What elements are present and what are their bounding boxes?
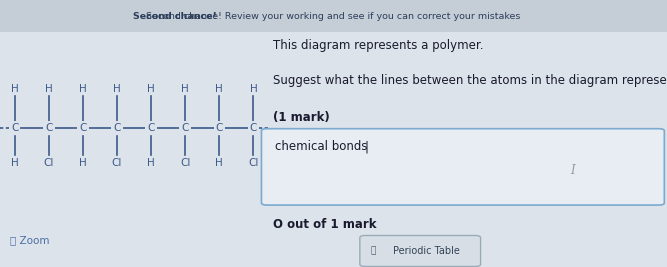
Text: Cl: Cl: [248, 158, 259, 168]
Text: ⧉: ⧉: [371, 246, 376, 256]
Text: H: H: [181, 84, 189, 95]
Text: Second chance! Review your working and see if you can correct your mistakes: Second chance! Review your working and s…: [146, 11, 521, 21]
Text: H: H: [79, 84, 87, 95]
Text: H: H: [215, 158, 223, 168]
Text: This diagram represents a polymer.: This diagram represents a polymer.: [273, 39, 484, 52]
Text: H: H: [249, 84, 257, 95]
Text: H: H: [11, 158, 19, 168]
Text: C: C: [113, 123, 121, 133]
Text: Periodic Table: Periodic Table: [394, 246, 460, 256]
Text: I: I: [570, 164, 575, 177]
Text: H: H: [79, 158, 87, 168]
Text: C: C: [11, 123, 19, 133]
Text: Cl: Cl: [180, 158, 190, 168]
Text: Second chance!: Second chance!: [133, 11, 217, 21]
Text: Cl: Cl: [112, 158, 122, 168]
Text: H: H: [11, 84, 19, 95]
Text: H: H: [147, 158, 155, 168]
Text: (1 mark): (1 mark): [273, 111, 330, 124]
Text: H: H: [45, 84, 53, 95]
Text: C: C: [215, 123, 223, 133]
Text: Suggest what the lines between the atoms in the diagram represent.: Suggest what the lines between the atoms…: [273, 74, 667, 87]
Text: H: H: [113, 84, 121, 95]
Text: H: H: [215, 84, 223, 95]
Text: Cl: Cl: [43, 158, 54, 168]
FancyBboxPatch shape: [0, 0, 667, 32]
Text: chemical bonds: chemical bonds: [275, 140, 368, 153]
Text: H: H: [147, 84, 155, 95]
Text: O out of 1 mark: O out of 1 mark: [273, 218, 377, 231]
FancyBboxPatch shape: [261, 129, 664, 205]
Text: |: |: [365, 140, 369, 153]
Text: C: C: [79, 123, 87, 133]
FancyBboxPatch shape: [360, 235, 480, 266]
Text: ⌕ Zoom: ⌕ Zoom: [10, 235, 49, 245]
Text: C: C: [181, 123, 189, 133]
Text: C: C: [45, 123, 53, 133]
Text: C: C: [249, 123, 257, 133]
Text: C: C: [147, 123, 155, 133]
